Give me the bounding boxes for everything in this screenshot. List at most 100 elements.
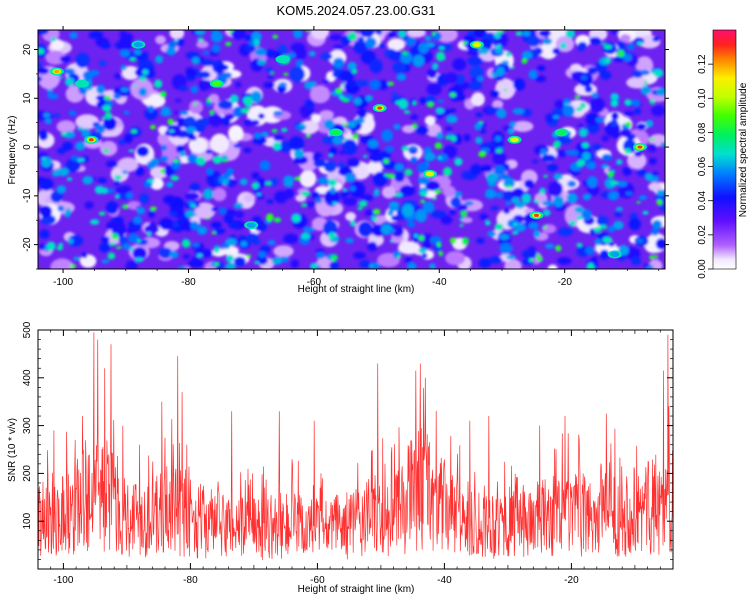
- heatmap-cell: [304, 201, 316, 208]
- heatmap-cell: [615, 206, 623, 212]
- heatmap-cell: [169, 30, 185, 40]
- heatmap-cell: [254, 261, 260, 264]
- heatmap-cell: [620, 34, 631, 43]
- heatmap-cell: [327, 178, 337, 187]
- heatmap-cell: [639, 69, 651, 76]
- heatmap-cell: [556, 257, 572, 265]
- heatmap-cell: [378, 42, 385, 49]
- heatmap-cell: [234, 210, 245, 219]
- heatmap-cell: [645, 173, 653, 181]
- heatmap-cell: [104, 100, 114, 107]
- heatmap-cell: [129, 57, 136, 62]
- heatmap-cell: [101, 259, 110, 264]
- heatmap-cell: [185, 69, 197, 77]
- heatmap-cell: [185, 126, 197, 134]
- heatmap-cell: [649, 255, 655, 260]
- heatmap-cell: [107, 252, 116, 260]
- heatmap-cell: [258, 251, 267, 258]
- heatmap-cell: [648, 182, 662, 192]
- heatmap-cell: [221, 243, 231, 249]
- heatmap-cell: [522, 30, 531, 37]
- heatmap-cell: [587, 262, 594, 269]
- heatmap-cell: [374, 189, 380, 192]
- heatmap-cell: [613, 220, 624, 230]
- heatmap-cell: [190, 85, 199, 94]
- heatmap-cell: [450, 135, 457, 142]
- heatmap-cell: [545, 113, 554, 123]
- heatmap-cell: [534, 75, 547, 83]
- heatmap-cell: [387, 38, 406, 51]
- heatmap-cell: [398, 241, 421, 255]
- heatmap-cell: [59, 55, 71, 63]
- heatmap-cell: [471, 92, 485, 107]
- heatmap-cell: [469, 65, 484, 79]
- heatmap-cell: [485, 220, 491, 226]
- heatmap-cell: [499, 234, 510, 240]
- snr-x-tick-label: -40: [437, 575, 452, 586]
- heatmap-cell: [496, 66, 505, 77]
- heatmap-cell: [167, 118, 174, 126]
- heatmap-cell: [343, 138, 349, 141]
- heatmap-cell: [656, 189, 665, 197]
- heatmap-cell: [398, 30, 406, 38]
- heatmap-cell: [617, 49, 625, 58]
- heatmap-cell: [195, 156, 206, 166]
- heatmap-cell: [651, 171, 659, 177]
- heatmap-cell: [578, 128, 588, 138]
- heatmap-cell: [176, 117, 187, 128]
- heatmap-cell: [263, 82, 275, 89]
- heatmap-cell: [365, 94, 373, 102]
- heatmap-cell: [423, 201, 435, 214]
- heatmap-cell: [387, 173, 395, 179]
- heatmap-cell: [126, 192, 134, 200]
- heatmap-cell: [556, 136, 567, 142]
- heatmap-x-ticks: -100 -80 -60 -40 -20: [53, 26, 660, 288]
- heatmap-cell: [445, 251, 466, 266]
- heatmap-cell: [599, 249, 610, 260]
- colorbar-tick-label: 0.04: [697, 191, 708, 211]
- heatmap-cell: [438, 251, 444, 257]
- heatmap-cell: [567, 149, 579, 156]
- heatmap-hotspot: [209, 79, 224, 88]
- heatmap-cell: [191, 56, 200, 65]
- heatmap-cell: [425, 180, 440, 191]
- heatmap-cell: [332, 135, 344, 146]
- heatmap-cell: [123, 110, 130, 115]
- heatmap-cell: [265, 213, 274, 222]
- heatmap-cell: [506, 185, 512, 189]
- heatmap-cell: [450, 196, 462, 208]
- heatmap-cell: [301, 190, 311, 197]
- heatmap-cell: [575, 107, 583, 112]
- heatmap-cell: [281, 127, 288, 133]
- heatmap-cell: [38, 130, 49, 141]
- heatmap-cell: [655, 238, 665, 250]
- heatmap-cell: [436, 153, 448, 163]
- heatmap-cell: [449, 108, 456, 113]
- heatmap-cell: [43, 112, 51, 118]
- heatmap-cell: [495, 135, 502, 142]
- heatmap-cell: [44, 118, 52, 125]
- heatmap-cell: [273, 245, 294, 258]
- heatmap-cell: [467, 56, 483, 66]
- heatmap-cell: [176, 38, 185, 47]
- heatmap-cell: [169, 250, 179, 259]
- heatmap-cell: [271, 128, 278, 133]
- heatmap-cell: [443, 144, 458, 159]
- heatmap-cell: [225, 238, 237, 247]
- heatmap-cell: [634, 150, 643, 157]
- heatmap-cell: [213, 228, 226, 235]
- heatmap-cell: [58, 242, 64, 247]
- heatmap-cell: [411, 123, 418, 129]
- heatmap-cell: [492, 151, 507, 166]
- heatmap-cell: [620, 128, 632, 138]
- heatmap-cell: [602, 236, 613, 243]
- heatmap-cell: [118, 235, 128, 246]
- heatmap-cell: [175, 98, 182, 103]
- heatmap-cell: [513, 78, 526, 91]
- heatmap-cell: [389, 240, 394, 243]
- heatmap-cell: [594, 238, 602, 246]
- heatmap-cell: [89, 219, 100, 225]
- heatmap-cell: [39, 205, 53, 218]
- heatmap-cell: [494, 47, 504, 54]
- heatmap-cell: [524, 179, 535, 189]
